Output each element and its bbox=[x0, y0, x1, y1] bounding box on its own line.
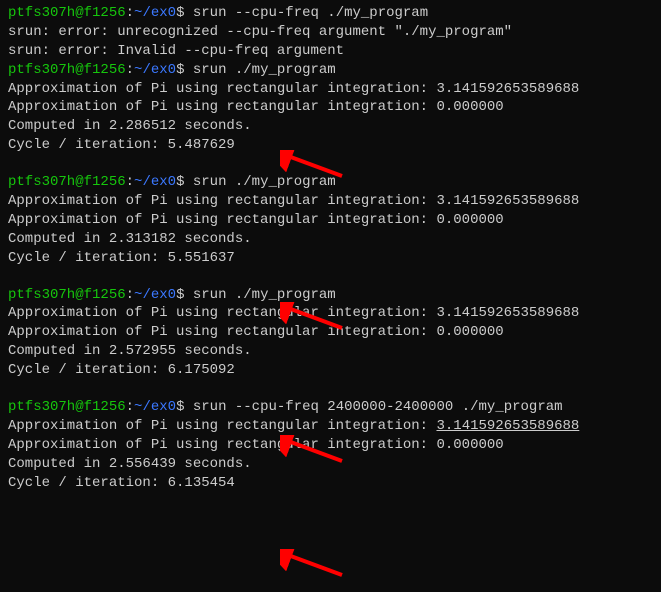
output-line: Cycle / iteration: 6.135454 bbox=[8, 474, 653, 493]
prompt-user: ptfs307h bbox=[8, 62, 75, 78]
command-text: srun ./my_program bbox=[193, 174, 336, 190]
output-line: Computed in 2.286512 seconds. bbox=[8, 117, 653, 136]
command-text: srun --cpu-freq ./my_program bbox=[193, 5, 428, 21]
output-line: Approximation of Pi using rectangular in… bbox=[8, 323, 653, 342]
output-line: Cycle / iteration: 5.487629 bbox=[8, 136, 653, 155]
output-line: Computed in 2.313182 seconds. bbox=[8, 230, 653, 249]
annotation-arrow-icon bbox=[280, 549, 350, 579]
terminal-block: ptfs307h@f1256:~/ex0$ srun --cpu-freq 24… bbox=[8, 398, 653, 492]
prompt-colon: : bbox=[126, 5, 134, 21]
output-line: Approximation of Pi using rectangular in… bbox=[8, 98, 653, 117]
prompt-colon: : bbox=[126, 287, 134, 303]
terminal-block-error: ptfs307h@f1256:~/ex0$ srun --cpu-freq ./… bbox=[8, 4, 653, 155]
prompt-at: @ bbox=[75, 287, 83, 303]
prompt-dollar: $ bbox=[176, 5, 184, 21]
prompt-path: ~/ex0 bbox=[134, 287, 176, 303]
prompt-line: ptfs307h@f1256:~/ex0$ srun --cpu-freq ./… bbox=[8, 4, 653, 23]
prompt-path: ~/ex0 bbox=[134, 399, 176, 415]
prompt-user: ptfs307h bbox=[8, 174, 75, 190]
prompt-path: ~/ex0 bbox=[134, 62, 176, 78]
prompt-at: @ bbox=[75, 62, 83, 78]
prompt-path: ~/ex0 bbox=[134, 5, 176, 21]
prompt-line: ptfs307h@f1256:~/ex0$ srun --cpu-freq 24… bbox=[8, 398, 653, 417]
output-line: Cycle / iteration: 5.551637 bbox=[8, 249, 653, 268]
prompt-at: @ bbox=[75, 399, 83, 415]
output-line: Cycle / iteration: 6.175092 bbox=[8, 361, 653, 380]
prompt-host: f1256 bbox=[84, 174, 126, 190]
output-text: Approximation of Pi using rectangular in… bbox=[8, 418, 436, 434]
output-line: Approximation of Pi using rectangular in… bbox=[8, 211, 653, 230]
prompt-dollar: $ bbox=[176, 399, 184, 415]
output-line: Computed in 2.572955 seconds. bbox=[8, 342, 653, 361]
output-line: Approximation of Pi using rectangular in… bbox=[8, 80, 653, 99]
output-line: Approximation of Pi using rectangular in… bbox=[8, 304, 653, 323]
output-line: Approximation of Pi using rectangular in… bbox=[8, 192, 653, 211]
output-line: srun: error: Invalid --cpu-freq argument bbox=[8, 42, 653, 61]
output-line: Computed in 2.556439 seconds. bbox=[8, 455, 653, 474]
prompt-line: ptfs307h@f1256:~/ex0$ srun ./my_program bbox=[8, 173, 653, 192]
prompt-at: @ bbox=[75, 5, 83, 21]
prompt-colon: : bbox=[126, 399, 134, 415]
prompt-dollar: $ bbox=[176, 62, 184, 78]
prompt-dollar: $ bbox=[176, 287, 184, 303]
prompt-host: f1256 bbox=[84, 5, 126, 21]
output-value-underlined: 3.141592653589688 bbox=[436, 418, 579, 434]
prompt-host: f1256 bbox=[84, 287, 126, 303]
command-text: srun --cpu-freq 2400000-2400000 ./my_pro… bbox=[193, 399, 563, 415]
command-text: srun ./my_program bbox=[193, 62, 336, 78]
prompt-at: @ bbox=[75, 174, 83, 190]
prompt-colon: : bbox=[126, 62, 134, 78]
prompt-user: ptfs307h bbox=[8, 399, 75, 415]
terminal-block: ptfs307h@f1256:~/ex0$ srun ./my_program … bbox=[8, 173, 653, 267]
terminal-block: ptfs307h@f1256:~/ex0$ srun ./my_program … bbox=[8, 286, 653, 380]
command-text: srun ./my_program bbox=[193, 287, 336, 303]
prompt-line: ptfs307h@f1256:~/ex0$ srun ./my_program bbox=[8, 61, 653, 80]
output-line: Approximation of Pi using rectangular in… bbox=[8, 417, 653, 436]
prompt-colon: : bbox=[126, 174, 134, 190]
prompt-user: ptfs307h bbox=[8, 287, 75, 303]
prompt-line: ptfs307h@f1256:~/ex0$ srun ./my_program bbox=[8, 286, 653, 305]
prompt-host: f1256 bbox=[84, 399, 126, 415]
prompt-path: ~/ex0 bbox=[134, 174, 176, 190]
prompt-dollar: $ bbox=[176, 174, 184, 190]
output-line: srun: error: unrecognized --cpu-freq arg… bbox=[8, 23, 653, 42]
output-line: Approximation of Pi using rectangular in… bbox=[8, 436, 653, 455]
prompt-user: ptfs307h bbox=[8, 5, 75, 21]
prompt-host: f1256 bbox=[84, 62, 126, 78]
